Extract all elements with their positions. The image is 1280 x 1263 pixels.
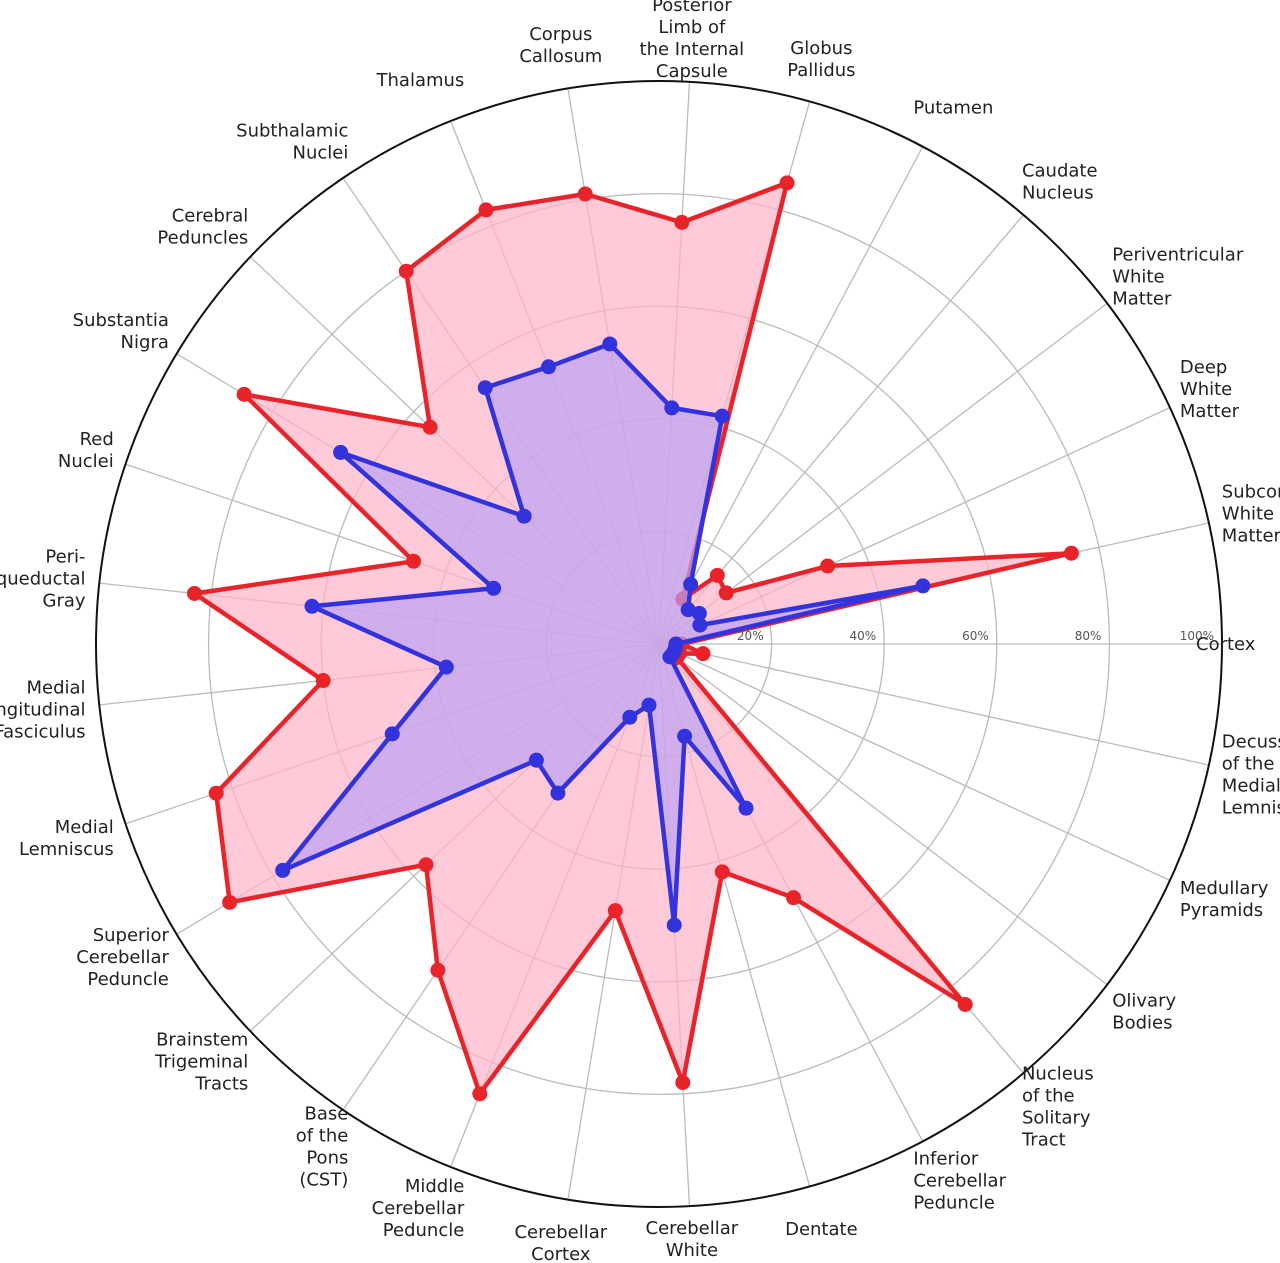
data-point — [714, 408, 730, 424]
axis-label: Middle Cerebellar Peduncle — [372, 1176, 465, 1241]
data-point — [304, 598, 320, 614]
data-point — [785, 890, 801, 906]
axis-label: Caudate Nucleus — [1022, 160, 1098, 203]
axis-label: CerebellarWhiteMatter — [646, 1218, 739, 1263]
data-point — [641, 697, 657, 713]
data-point — [333, 444, 349, 460]
data-point — [738, 800, 754, 816]
data-point — [714, 864, 730, 880]
spoke-line — [658, 146, 924, 645]
data-point — [418, 857, 434, 873]
axis-label: Olivary Bodies — [1112, 990, 1176, 1033]
data-point — [236, 386, 252, 402]
axis-label: Putamen — [913, 98, 993, 119]
data-point — [674, 214, 690, 230]
data-point — [664, 400, 680, 416]
data-point — [692, 617, 708, 633]
outer-frame-circle — [95, 80, 1223, 1208]
data-point — [820, 558, 836, 574]
data-point — [709, 567, 725, 583]
data-point — [516, 508, 532, 524]
data-point — [680, 602, 696, 618]
axis-label: Decussationof theMedialLemniscus — [1222, 731, 1280, 818]
data-point — [779, 175, 795, 191]
data-point — [1063, 545, 1079, 561]
axis-label: Periventricular White Matter — [1112, 245, 1244, 310]
data-point — [667, 640, 683, 656]
data-point — [577, 186, 593, 202]
axis-label: Thalamus — [376, 70, 465, 91]
spoke-line — [658, 302, 1108, 645]
data-point — [528, 752, 544, 768]
data-point — [695, 646, 711, 662]
tick-label: 20% — [737, 629, 764, 643]
data-point — [915, 578, 931, 594]
axis-label: Cerebellar Cortex — [514, 1222, 607, 1263]
tick-label: 40% — [850, 629, 877, 643]
axis-label: Deep White Matter — [1180, 357, 1240, 422]
axis-label: SubcorticalWhiteMatter — [1222, 482, 1280, 547]
data-point — [486, 580, 502, 596]
data-point — [550, 785, 566, 801]
axis-label: Brainstem Trigeminal Tracts — [154, 1029, 248, 1094]
axis-label: Red Nuclei — [58, 429, 114, 472]
axis-label: Corpus Callosum — [519, 24, 602, 67]
tick-label: 80% — [1075, 629, 1102, 643]
axis-label: Nucleus of the Solitary Tract — [1021, 1064, 1094, 1151]
axis-label: Subthalamic Nuclei — [236, 121, 348, 164]
data-point — [398, 263, 414, 279]
data-point — [478, 202, 494, 218]
axis-label: Substantia Nigra — [73, 310, 169, 353]
data-point — [315, 673, 331, 689]
data-point — [957, 996, 973, 1012]
axis-label: Medial Lemniscus — [19, 817, 114, 860]
data-point — [186, 585, 202, 601]
data-point — [677, 728, 693, 744]
data-point — [718, 585, 734, 601]
data-point — [666, 917, 682, 933]
spoke-line — [658, 643, 1108, 986]
axis-label: Posterior Limb of the Internal Capsule — [640, 0, 745, 82]
series-2 — [275, 336, 931, 933]
axis-label: Superior Cerebellar Peduncle — [76, 925, 169, 990]
data-point — [422, 419, 438, 435]
tick-label: 100% — [1180, 629, 1214, 643]
data-point — [406, 553, 422, 569]
data-point — [607, 903, 623, 919]
spoke-line — [658, 643, 1171, 881]
axis-label: Globus Pallidus — [787, 38, 855, 81]
axis-label: Dentate — [785, 1219, 858, 1240]
data-point — [541, 359, 557, 375]
spoke-line — [658, 643, 1209, 766]
axis-label: Inferior Cerebellar Peduncle — [913, 1148, 1006, 1213]
data-point — [622, 709, 638, 725]
radar-series — [186, 175, 1079, 1102]
data-point — [208, 785, 224, 801]
data-point — [675, 1074, 691, 1090]
axis-label: Medullary Pyramids — [1180, 878, 1269, 921]
data-point — [438, 659, 454, 675]
tick-label: 60% — [962, 629, 989, 643]
axis-label: Cortex — [1196, 634, 1256, 655]
axis-label: Peri-aqueductalGray — [0, 546, 86, 611]
data-point — [683, 576, 699, 592]
data-point — [430, 962, 446, 978]
data-point — [472, 1086, 488, 1102]
axis-label: Base of the Pons (CST) — [296, 1103, 349, 1190]
axis-label: Cerebral Peduncles — [157, 206, 248, 249]
data-point — [275, 862, 291, 878]
axis-label: MedialLongitudinalFasciculus — [0, 678, 86, 743]
data-point — [602, 336, 618, 352]
data-point — [384, 726, 400, 742]
data-point — [477, 380, 493, 396]
data-point — [222, 894, 238, 910]
